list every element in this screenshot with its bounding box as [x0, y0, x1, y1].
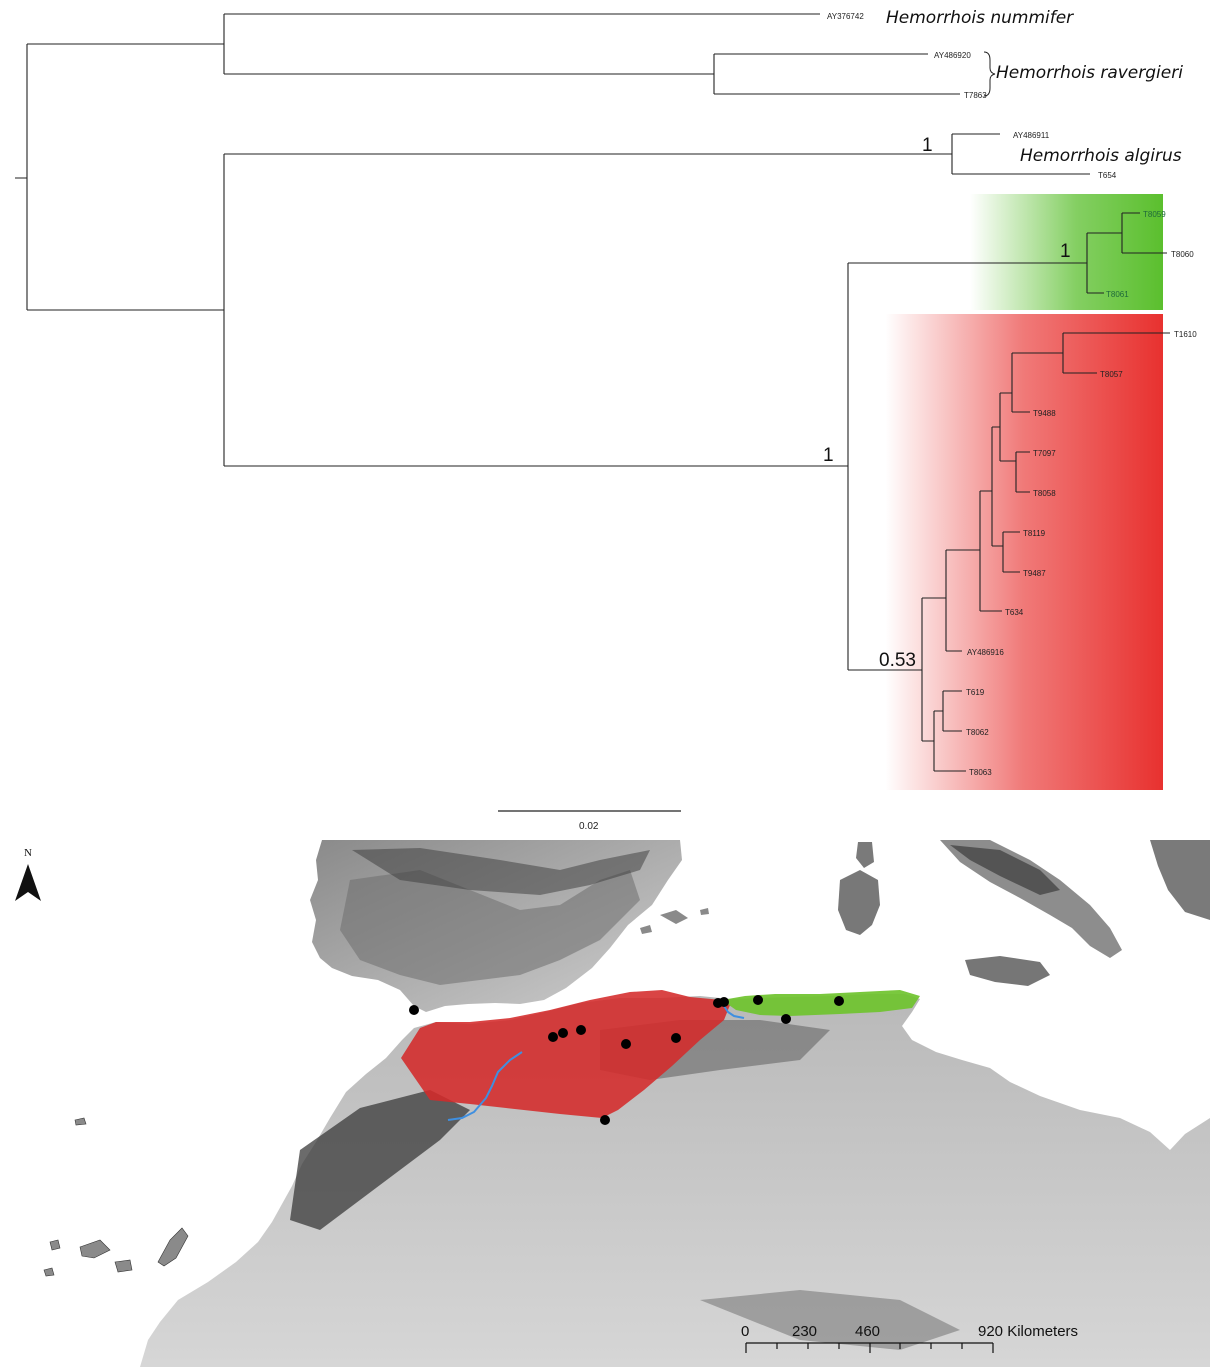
- tip-label-T619: T619: [966, 688, 985, 697]
- species-label-algirus: Hemorrhois algirus: [1020, 146, 1182, 166]
- tree-scale-label: 0.02: [579, 821, 599, 830]
- tip-label-T8063: T8063: [969, 768, 992, 777]
- sardinia-landmass: [838, 870, 880, 935]
- red-range-polygon: [401, 990, 730, 1118]
- landmasses: [43, 840, 1210, 1367]
- tip-label-T9488: T9488: [1033, 409, 1056, 418]
- support-values: 1 1 1 0.53: [823, 135, 1071, 671]
- tip-label-T9487: T9487: [1023, 569, 1046, 578]
- tip-label-T7863: T7863: [964, 91, 987, 100]
- species-label-nummifer: Hemorrhois nummifer: [886, 8, 1074, 28]
- locality-point: [753, 995, 763, 1005]
- locality-point: [621, 1039, 631, 1049]
- map-scale-920: 920 Kilometers: [978, 1323, 1078, 1340]
- species-label-ravergieri: Hemorrhois ravergieri: [996, 63, 1183, 83]
- map-scale-bar: 0 230 460 920 Kilometers: [741, 1323, 1078, 1353]
- tip-label-T8057: T8057: [1100, 370, 1123, 379]
- locality-point: [781, 1014, 791, 1024]
- corsica-landmass: [856, 842, 874, 868]
- tip-labels: AY376742 AY486920 T7863 AY486911 T654 T8…: [827, 12, 1197, 777]
- canary-islands: [43, 1117, 189, 1277]
- locality-point: [713, 998, 723, 1008]
- river-line: [447, 1002, 745, 1121]
- map-scale-0: 0: [741, 1323, 749, 1340]
- tip-label-T1610: T1610: [1174, 330, 1197, 339]
- red-clade-highlight: [885, 314, 1163, 790]
- tip-label-T7097: T7097: [1033, 449, 1056, 458]
- north-arrow: N: [15, 847, 41, 901]
- phylogenetic-tree: AY376742 AY486920 T7863 AY486911 T654 T8…: [15, 8, 1197, 830]
- tip-label-T8062: T8062: [966, 728, 989, 737]
- tip-label-T654: T654: [1098, 171, 1117, 180]
- tip-label-AY486911: AY486911: [1013, 131, 1050, 140]
- species-labels: Hemorrhois nummifer Hemorrhois ravergier…: [886, 8, 1183, 166]
- tip-label-T8061: T8061: [1106, 290, 1129, 299]
- locality-point: [671, 1033, 681, 1043]
- map-scale-230: 230: [792, 1323, 817, 1340]
- tip-label-T8058: T8058: [1033, 489, 1056, 498]
- green-range-polygon: [722, 990, 920, 1016]
- tip-label-AY376742: AY376742: [827, 12, 864, 21]
- tip-label-T8059: T8059: [1143, 210, 1166, 219]
- tree-branches: [15, 13, 1170, 772]
- support-value-green-clade: 1: [1060, 241, 1071, 262]
- north-arrow-icon: [15, 864, 41, 901]
- map-scale-460: 460: [855, 1323, 880, 1340]
- tip-label-T634: T634: [1005, 608, 1024, 617]
- support-value-ingroup: 1: [823, 445, 834, 466]
- sicily-landmass: [965, 956, 1050, 986]
- locality-point: [719, 997, 729, 1007]
- ravergieri-bracket: [983, 51, 996, 97]
- locality-point: [600, 1115, 610, 1125]
- balearic-islands: [640, 908, 709, 934]
- locality-point: [576, 1025, 586, 1035]
- balkan-landmass: [1150, 840, 1210, 920]
- tip-label-AY486916: AY486916: [967, 648, 1004, 657]
- tree-scale-bar: 0.02: [498, 810, 681, 830]
- support-value-algirus: 1: [922, 135, 933, 156]
- italy-landmass: [940, 840, 1122, 958]
- iberia-landmass: [310, 840, 682, 1012]
- sample-localities: [409, 995, 844, 1125]
- locality-point: [834, 996, 844, 1006]
- tip-label-AY486920: AY486920: [934, 51, 971, 60]
- north-label: N: [24, 847, 32, 859]
- support-value-red-clade: 0.53: [879, 650, 916, 671]
- tip-label-T8060: T8060: [1171, 250, 1194, 259]
- locality-point: [548, 1032, 558, 1042]
- locality-point: [558, 1028, 568, 1038]
- africa-landmass: [140, 994, 1210, 1367]
- tip-label-T8119: T8119: [1023, 529, 1046, 538]
- locality-point: [409, 1005, 419, 1015]
